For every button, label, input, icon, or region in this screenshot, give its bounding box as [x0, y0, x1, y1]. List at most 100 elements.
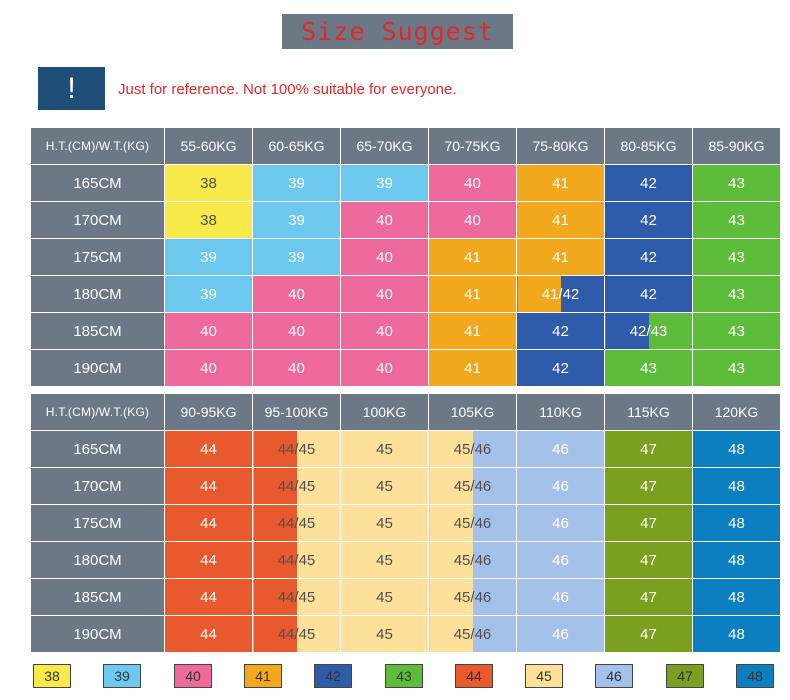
size-cell: 44/45 — [252, 578, 341, 616]
size-cell: 39 — [252, 201, 341, 239]
height-row-header: 185CM — [30, 312, 165, 350]
size-cell: 40 — [428, 164, 517, 202]
size-cell: 48 — [692, 541, 781, 579]
height-row-header: 185CM — [30, 578, 165, 616]
size-cell: 45 — [340, 578, 429, 616]
size-cell: 42 — [516, 349, 605, 387]
size-table-1: H.T.(CM)/W.T.(KG) 55-60KG 60-65KG 65-70KG 70… — [30, 127, 781, 387]
size-cell: 43 — [692, 164, 781, 202]
size-cell: 41 — [516, 164, 605, 202]
size-cell: 46 — [516, 578, 605, 616]
size-cell: 45 — [340, 541, 429, 579]
size-cell: 38 — [164, 201, 253, 239]
size-cell: 41 — [428, 312, 517, 350]
weight-column-header: 70-75KG — [428, 127, 517, 165]
legend-swatch: 43 — [385, 664, 423, 688]
size-cell: 40 — [340, 275, 429, 313]
size-cell: 48 — [692, 467, 781, 505]
size-cell: 39 — [340, 164, 429, 202]
size-cell: 41 — [516, 201, 605, 239]
size-cell: 43 — [692, 275, 781, 313]
size-cell: 45 — [340, 430, 429, 468]
size-cell: 45/46 — [428, 578, 517, 616]
size-cell: 48 — [692, 578, 781, 616]
height-row-header: 165CM — [30, 430, 165, 468]
height-row-header: 190CM — [30, 615, 165, 653]
size-cell: 45/46 — [428, 467, 517, 505]
size-cell: 41 — [428, 349, 517, 387]
size-cell: 44 — [164, 504, 253, 542]
size-cell: 47 — [604, 615, 693, 653]
height-row-header: 190CM — [30, 349, 165, 387]
size-cell: 44/45 — [252, 467, 341, 505]
size-cell: 42 — [516, 312, 605, 350]
size-cell: 41/42 — [516, 275, 605, 313]
corner-header: H.T.(CM)/W.T.(KG) — [30, 393, 165, 431]
size-cell: 45/46 — [428, 615, 517, 653]
legend-swatch: 48 — [736, 664, 774, 688]
height-row-header: 170CM — [30, 201, 165, 239]
table-row: 180CM 39 40 40 41 41/42 42 43 — [30, 275, 781, 313]
size-cell: 46 — [516, 467, 605, 505]
size-cell: 44 — [164, 467, 253, 505]
size-cell: 44 — [164, 541, 253, 579]
size-legend: 38 39 40 41 42 43 44 45 46 47 48 — [33, 664, 780, 688]
table-row: 185CM 44 44/45 45 45/46 46 47 48 — [30, 578, 781, 616]
table-row: 180CM 44 44/45 45 45/46 46 47 48 — [30, 541, 781, 579]
legend-swatch: 47 — [666, 664, 704, 688]
size-cell: 45 — [340, 615, 429, 653]
height-row-header: 180CM — [30, 541, 165, 579]
weight-column-header: 105KG — [428, 393, 517, 431]
size-cell: 42 — [604, 275, 693, 313]
size-cell: 45/46 — [428, 504, 517, 542]
size-cell: 43 — [692, 201, 781, 239]
size-cell: 44 — [164, 615, 253, 653]
height-row-header: 165CM — [30, 164, 165, 202]
table-row: 175CM 39 39 40 41 41 42 43 — [30, 238, 781, 276]
size-cell: 40 — [252, 349, 341, 387]
weight-column-header: 55-60KG — [164, 127, 253, 165]
size-cell: 47 — [604, 578, 693, 616]
size-cell: 44 — [164, 430, 253, 468]
height-row-header: 175CM — [30, 238, 165, 276]
size-cell: 41 — [516, 238, 605, 276]
weight-column-header: 80-85KG — [604, 127, 693, 165]
table-header-row: H.T.(CM)/W.T.(KG) 90-95KG 95-100KG 100KG 105… — [30, 393, 781, 431]
size-cell: 40 — [428, 201, 517, 239]
size-cell: 43 — [692, 238, 781, 276]
weight-column-header: 65-70KG — [340, 127, 429, 165]
legend-swatch: 38 — [33, 664, 71, 688]
size-cell: 40 — [164, 349, 253, 387]
table-row: 170CM 44 44/45 45 45/46 46 47 48 — [30, 467, 781, 505]
size-cell: 42 — [604, 238, 693, 276]
height-row-header: 175CM — [30, 504, 165, 542]
table-row: 190CM 40 40 40 41 42 43 43 — [30, 349, 781, 387]
table-row: 175CM 44 44/45 45 45/46 46 47 48 — [30, 504, 781, 542]
size-cell: 42 — [604, 201, 693, 239]
weight-column-header: 110KG — [516, 393, 605, 431]
legend-swatch: 44 — [455, 664, 493, 688]
legend-swatch: 45 — [525, 664, 563, 688]
size-cell: 39 — [252, 238, 341, 276]
legend-swatch: 42 — [314, 664, 352, 688]
size-cell: 44 — [164, 578, 253, 616]
table-row: 190CM 44 44/45 45 45/46 46 47 48 — [30, 615, 781, 653]
weight-column-header: 60-65KG — [252, 127, 341, 165]
legend-swatch: 46 — [595, 664, 633, 688]
size-cell: 47 — [604, 541, 693, 579]
size-cell: 41 — [428, 238, 517, 276]
size-cell: 43 — [692, 349, 781, 387]
size-cell: 48 — [692, 430, 781, 468]
size-cell: 40 — [340, 349, 429, 387]
size-cell: 39 — [164, 238, 253, 276]
height-row-header: 180CM — [30, 275, 165, 313]
size-cell: 44/45 — [252, 430, 341, 468]
size-cell: 45 — [340, 467, 429, 505]
legend-swatch: 39 — [103, 664, 141, 688]
weight-column-header: 100KG — [340, 393, 429, 431]
size-cell: 40 — [252, 312, 341, 350]
weight-column-header: 75-80KG — [516, 127, 605, 165]
size-cell: 47 — [604, 467, 693, 505]
height-row-header: 170CM — [30, 467, 165, 505]
table-row: 165CM 38 39 39 40 41 42 43 — [30, 164, 781, 202]
